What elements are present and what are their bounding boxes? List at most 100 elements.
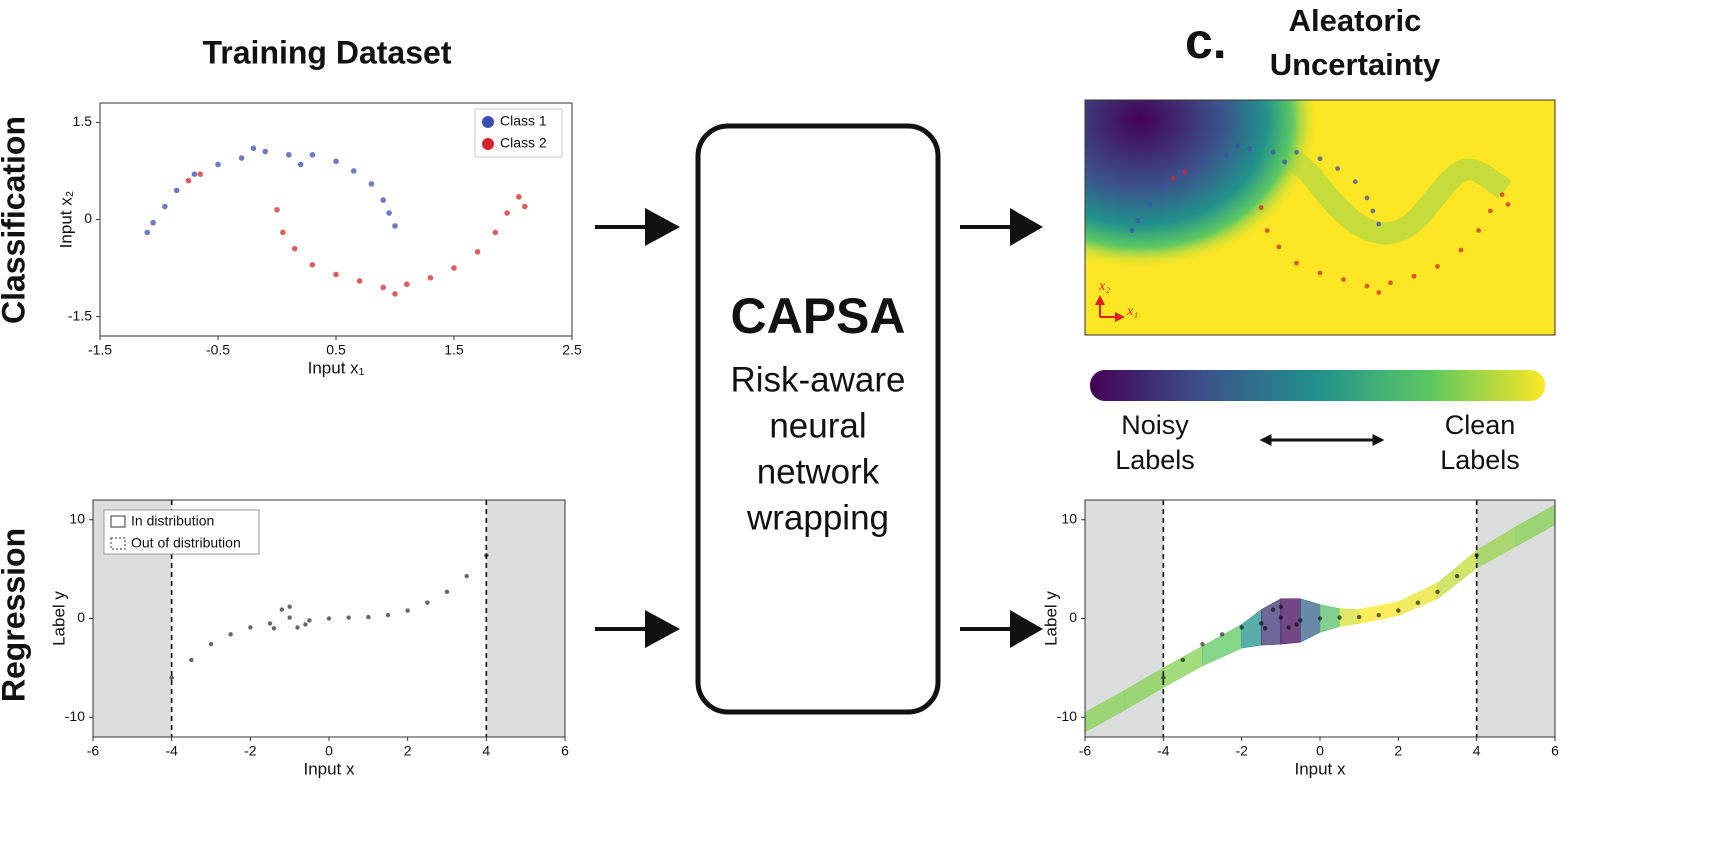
x-tick-label: 0 xyxy=(325,743,333,759)
legend-label: In distribution xyxy=(131,513,214,529)
x-tick-label: 2 xyxy=(404,743,412,759)
data-point xyxy=(380,197,387,203)
x-axis-label: Input x xyxy=(303,759,355,778)
plot-frame xyxy=(1084,99,1556,336)
data-point xyxy=(238,155,245,161)
y-axis-label: Label y xyxy=(1041,591,1060,646)
data-point xyxy=(368,181,375,187)
data-point xyxy=(1176,169,1182,175)
uncertainty-band xyxy=(1202,624,1242,667)
uncertainty-blob xyxy=(1085,100,1320,270)
x-tick-label: -2 xyxy=(244,743,257,759)
data-point xyxy=(1396,608,1401,613)
data-point xyxy=(1294,622,1299,627)
data-point xyxy=(185,177,192,184)
data-point xyxy=(1364,283,1370,289)
data-point xyxy=(1317,156,1323,162)
data-point xyxy=(484,553,489,558)
y-tick-label: 0 xyxy=(77,609,85,625)
data-point xyxy=(262,148,269,155)
x-tick-label: -0.5 xyxy=(206,342,230,358)
axis-indicator-label: x₁ xyxy=(1126,304,1138,319)
data-point xyxy=(1170,175,1176,181)
data-point xyxy=(1505,202,1511,207)
y-tick-label: -10 xyxy=(65,708,85,724)
x-axis-label: Input x₁ xyxy=(308,358,365,377)
data-point xyxy=(309,262,316,268)
data-point xyxy=(1411,273,1417,279)
x-tick-label: -1.5 xyxy=(88,342,112,358)
data-point xyxy=(267,621,273,626)
ood-region xyxy=(486,500,565,737)
uncertainty-band xyxy=(1339,608,1360,627)
data-point xyxy=(504,210,510,216)
data-point xyxy=(346,615,351,620)
x-tick-label: -6 xyxy=(1079,743,1092,759)
column-title: Training Dataset xyxy=(203,34,452,70)
colorbar-high-label: Labels xyxy=(1440,445,1520,475)
data-point xyxy=(1352,179,1358,184)
legend-label: Class 2 xyxy=(500,135,547,151)
capsa-title: CAPSA xyxy=(730,288,905,344)
data-point xyxy=(1388,280,1393,286)
data-point xyxy=(228,632,233,637)
x-tick-label: 4 xyxy=(1473,743,1481,759)
data-point xyxy=(189,657,194,663)
uncertainty-band xyxy=(1300,598,1321,643)
legend-label: Out of distribution xyxy=(131,535,241,551)
data-point xyxy=(1270,607,1276,612)
panel-title: Aleatoric xyxy=(1289,3,1422,38)
data-point xyxy=(1335,166,1341,171)
uncertainty-band xyxy=(1163,645,1203,689)
data-point xyxy=(197,171,204,177)
data-point xyxy=(405,608,410,613)
data-point xyxy=(1294,149,1299,155)
data-point xyxy=(1454,573,1460,579)
capsa-line: network xyxy=(757,452,880,491)
legend-swatch xyxy=(110,537,126,550)
data-point xyxy=(169,675,174,680)
data-point xyxy=(1294,260,1299,266)
colorbar-high-label: Clean xyxy=(1445,410,1516,440)
x-tick-label: 1.5 xyxy=(444,342,464,358)
data-point xyxy=(392,223,398,229)
data-point xyxy=(1317,616,1323,621)
data-point xyxy=(1239,625,1244,630)
uncertainty-band xyxy=(1398,582,1438,616)
legend-swatch xyxy=(110,515,126,528)
data-point xyxy=(1264,228,1270,233)
x-axis-label: Input x xyxy=(1294,759,1346,778)
data-point xyxy=(464,573,469,579)
data-point xyxy=(144,229,150,236)
data-point xyxy=(333,271,339,278)
data-point xyxy=(1317,270,1323,276)
data-point xyxy=(474,249,481,255)
data-point xyxy=(1415,600,1421,605)
data-point xyxy=(1476,228,1482,233)
data-point xyxy=(350,168,357,174)
data-point xyxy=(404,281,410,288)
data-point xyxy=(150,219,156,226)
data-point xyxy=(1258,205,1264,211)
capsa-line: wrapping xyxy=(746,498,889,537)
data-point xyxy=(1276,244,1282,250)
data-point xyxy=(1376,221,1382,227)
data-point xyxy=(1458,247,1464,253)
y-tick-label: -1.5 xyxy=(68,307,92,323)
data-point xyxy=(1219,632,1225,637)
data-point xyxy=(274,206,280,213)
data-point xyxy=(1270,149,1276,155)
uncertainty-band xyxy=(1241,609,1262,649)
capsa-box xyxy=(695,123,941,715)
row-label: Regression xyxy=(0,528,31,702)
capsa-line: Risk-aware xyxy=(730,360,905,399)
data-point xyxy=(1282,159,1288,165)
capsa-line: neural xyxy=(769,406,866,445)
x-tick-label: -2 xyxy=(1235,743,1248,759)
y-tick-label: -10 xyxy=(1057,708,1077,724)
data-point xyxy=(1180,657,1186,663)
colorbar-low-label: Noisy xyxy=(1121,410,1189,440)
legend-box xyxy=(103,509,260,555)
data-point xyxy=(326,616,332,621)
data-point xyxy=(1286,625,1291,630)
